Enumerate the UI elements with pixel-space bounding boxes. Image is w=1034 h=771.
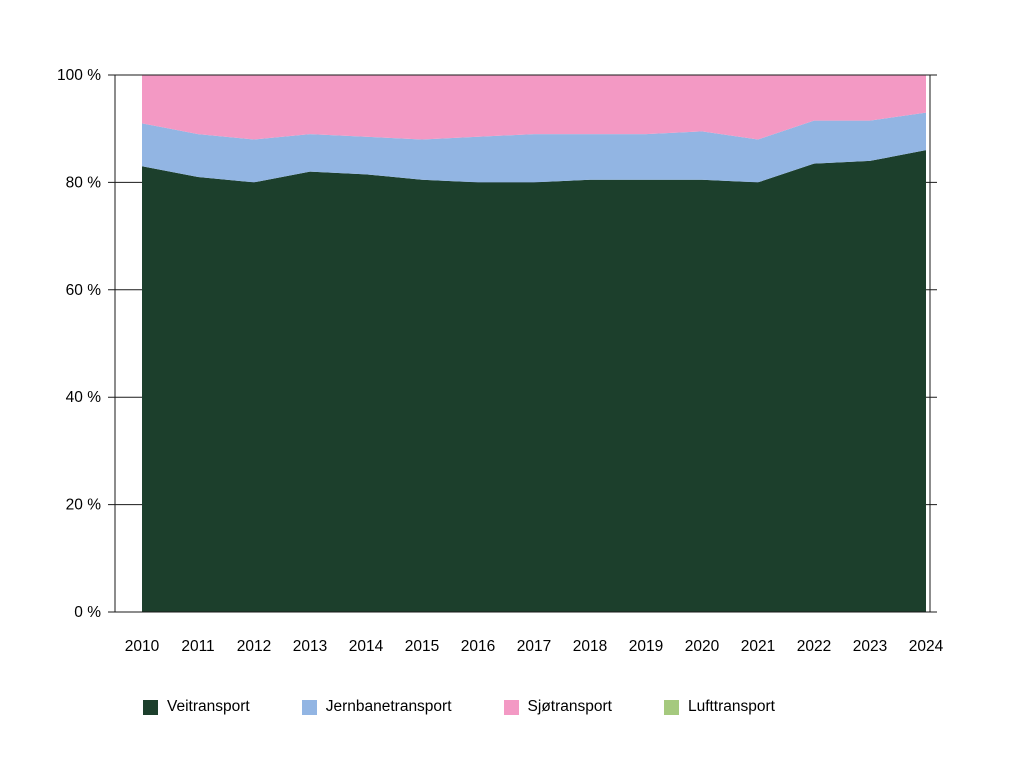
legend-swatch-lufttransport: [663, 699, 679, 715]
x-tick-label: 2014: [349, 638, 384, 655]
x-tick-label: 2017: [517, 638, 551, 655]
x-tick-label: 2021: [741, 638, 775, 655]
x-tick-label: 2015: [405, 638, 439, 655]
legend-item-sjotransport: Sjøtransport: [503, 698, 612, 716]
chart-legend: Veitransport Jernbanetransport Sjøtransp…: [143, 698, 775, 716]
legend-item-jernbanetransport: Jernbanetransport: [301, 698, 452, 716]
x-tick-label: 2011: [181, 638, 214, 655]
legend-label-lufttransport: Lufttransport: [687, 698, 775, 715]
area-sjøtransport: [142, 75, 926, 140]
legend-label-jernbanetransport: Jernbanetransport: [325, 698, 452, 715]
area-veitransport: [142, 150, 926, 612]
y-tick-label: 20 %: [66, 497, 102, 514]
legend-label-sjotransport: Sjøtransport: [527, 698, 612, 715]
legend-swatch-jernbanetransport: [301, 699, 317, 715]
legend-swatch-veitransport: [143, 699, 158, 715]
y-tick-label: 0 %: [74, 604, 101, 621]
x-tick-label: 2020: [685, 638, 720, 655]
x-tick-label: 2010: [125, 638, 160, 655]
legend-swatch-sjotransport: [503, 699, 519, 715]
area-jernbanetransport: [142, 112, 926, 183]
x-tick-label: 2019: [629, 638, 663, 655]
y-tick-label: 60 %: [66, 282, 102, 299]
legend-item-veitransport: Veitransport: [143, 698, 250, 716]
y-tick-label: 100 %: [57, 67, 101, 84]
legend-item-lufttransport: Lufttransport: [663, 698, 775, 716]
x-tick-label: 2013: [293, 638, 327, 655]
y-tick-label: 40 %: [66, 389, 102, 406]
legend-label-veitransport: Veitransport: [167, 698, 250, 715]
x-tick-label: 2012: [237, 638, 271, 655]
x-tick-label: 2023: [853, 638, 887, 655]
x-tick-label: 2022: [797, 638, 831, 655]
y-tick-label: 80 %: [66, 174, 102, 191]
x-tick-label: 2016: [461, 638, 495, 655]
x-tick-label: 2024: [909, 638, 944, 655]
x-tick-label: 2018: [573, 638, 607, 655]
